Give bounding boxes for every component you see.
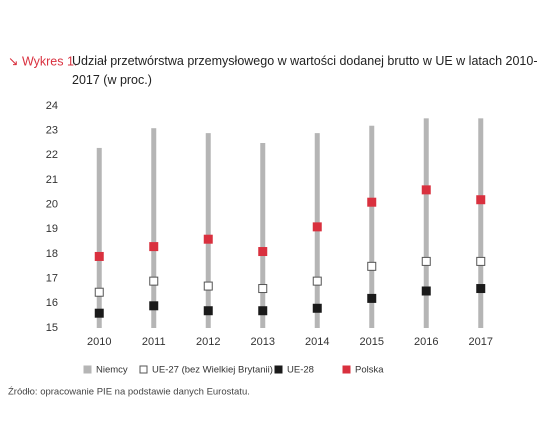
- chart-label: ↘ Wykres 1.: [8, 54, 77, 68]
- bar: [260, 143, 266, 328]
- x-tick-label: 2015: [360, 336, 384, 348]
- marker: [203, 306, 213, 316]
- y-tick-label: 17: [46, 273, 58, 285]
- legend-label: Polska: [355, 365, 384, 376]
- chart-title: Udział przetwórstwa przemysłowego w wart…: [72, 54, 538, 87]
- x-tick-label: 2010: [87, 336, 111, 348]
- legend-label: UE-27 (bez Wielkiej Brytanii): [152, 365, 273, 376]
- x-tick-label: 2016: [414, 336, 438, 348]
- title-box: Udział przetwórstwa przemysłowego w wart…: [72, 54, 538, 87]
- legend-swatch: [139, 365, 148, 374]
- marker: [312, 222, 322, 232]
- marker: [476, 195, 486, 205]
- y-tick-label: 23: [46, 125, 58, 137]
- marker: [149, 242, 159, 252]
- legend-swatch: [83, 365, 92, 374]
- y-tick-label: 16: [46, 297, 58, 309]
- legend-label: Niemcy: [96, 365, 128, 376]
- x-tick-label: 2017: [469, 336, 493, 348]
- bar: [478, 118, 484, 328]
- marker: [149, 276, 159, 286]
- x-tick-label: 2011: [142, 336, 166, 348]
- bar: [423, 118, 429, 328]
- y-tick-label: 18: [46, 248, 58, 260]
- marker: [367, 261, 377, 271]
- legend-swatch: [274, 365, 283, 374]
- y-tick-label: 24: [46, 100, 58, 112]
- marker: [367, 293, 377, 303]
- legend-label: UE-28: [287, 365, 314, 376]
- marker: [312, 303, 322, 313]
- marker: [476, 256, 486, 266]
- marker: [94, 251, 104, 261]
- y-tick-label: 22: [46, 149, 58, 161]
- x-tick-label: 2013: [251, 336, 275, 348]
- marker: [367, 197, 377, 207]
- marker: [421, 185, 431, 195]
- marker: [312, 276, 322, 286]
- marker: [258, 247, 268, 257]
- marker: [476, 284, 486, 294]
- legend-swatch: [342, 365, 351, 374]
- bar: [151, 128, 157, 328]
- source: Źródło: opracowanie PIE na podstawie dan…: [8, 387, 250, 398]
- marker: [258, 306, 268, 316]
- marker: [149, 301, 159, 311]
- bar: [205, 133, 211, 328]
- y-tick-label: 15: [46, 322, 58, 334]
- marker: [94, 308, 104, 318]
- marker: [421, 286, 431, 296]
- bar: [369, 125, 375, 328]
- y-tick-label: 20: [46, 199, 58, 211]
- bar: [96, 147, 102, 328]
- x-tick-label: 2012: [196, 336, 220, 348]
- marker: [258, 284, 268, 294]
- marker: [94, 287, 104, 297]
- x-tick-label: 2014: [305, 336, 329, 348]
- y-tick-label: 21: [46, 174, 58, 186]
- marker: [421, 256, 431, 266]
- y-tick-label: 19: [46, 223, 58, 235]
- marker: [203, 234, 213, 244]
- marker: [203, 281, 213, 291]
